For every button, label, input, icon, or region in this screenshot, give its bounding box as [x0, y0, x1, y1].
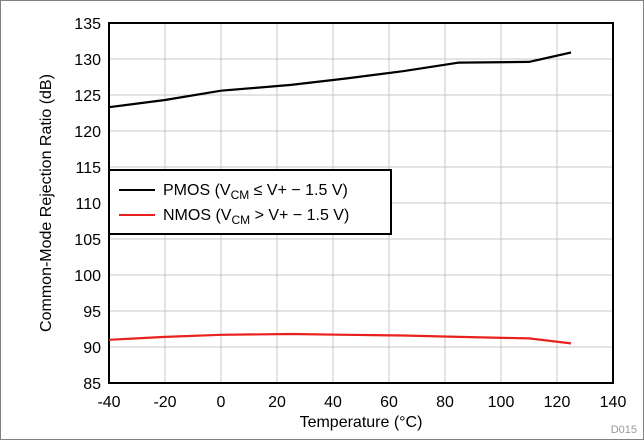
y-tick-label-8: 125: [74, 88, 101, 105]
x-tick-label-4: 40: [324, 394, 342, 411]
x-tick-label-8: 120: [544, 394, 571, 411]
legend-label-pmos-rest: ≤ V+ − 1.5 V): [249, 182, 348, 199]
x-tick-label-9: 140: [600, 394, 627, 411]
legend-label-pmos-sub: CM: [231, 188, 250, 202]
legend-label-nmos-rest: > V+ − 1.5 V): [250, 207, 349, 224]
x-axis-title: Temperature (°C): [300, 414, 423, 431]
x-tick-label-7: 100: [488, 394, 515, 411]
y-tick-label-6: 115: [75, 160, 101, 177]
y-tick-label-4: 105: [74, 232, 101, 249]
y-tick-label-5: 110: [75, 196, 101, 213]
x-tick-label-0: -40: [97, 394, 120, 411]
legend-label-pmos-main: PMOS (V: [163, 182, 231, 199]
legend: PMOS (VCM ≤ V+ − 1.5 V) NMOS (VCM > V+ −…: [108, 169, 392, 235]
legend-label-nmos: NMOS (VCM > V+ − 1.5 V): [163, 207, 349, 227]
y-tick-label-9: 130: [74, 52, 101, 69]
x-tick-label-2: 0: [217, 394, 226, 411]
legend-label-nmos-sub: CM: [231, 213, 250, 227]
y-tick-label-1: 90: [83, 340, 101, 357]
series-lines: [108, 51, 572, 345]
x-tick-label-1: -20: [153, 394, 176, 411]
x-tick-label-5: 60: [380, 394, 398, 411]
legend-label-nmos-main: NMOS (V: [163, 207, 232, 224]
y-tick-label-2: 95: [83, 304, 101, 321]
figure-id: D015: [611, 424, 637, 436]
legend-label-pmos: PMOS (VCM ≤ V+ − 1.5 V): [163, 182, 348, 202]
legend-box: [108, 169, 392, 235]
x-tick-labels: -40 -20 0 20 40 60 80 100 120 140: [97, 394, 626, 411]
series-line-pmos: [108, 51, 572, 109]
y-tick-label-7: 120: [74, 124, 101, 141]
y-tick-label-10: 135: [74, 16, 101, 33]
y-tick-label-0: 85: [83, 376, 101, 393]
y-axis-title: Common-Mode Rejection Ratio (dB): [38, 74, 55, 332]
series-line-nmos: [108, 332, 572, 345]
y-tick-labels: 85 90 95 100 105 110 115 120 125 130 135: [74, 16, 101, 393]
y-tick-label-3: 100: [74, 268, 101, 285]
x-tick-label-3: 20: [268, 394, 286, 411]
x-tick-label-6: 80: [436, 394, 454, 411]
